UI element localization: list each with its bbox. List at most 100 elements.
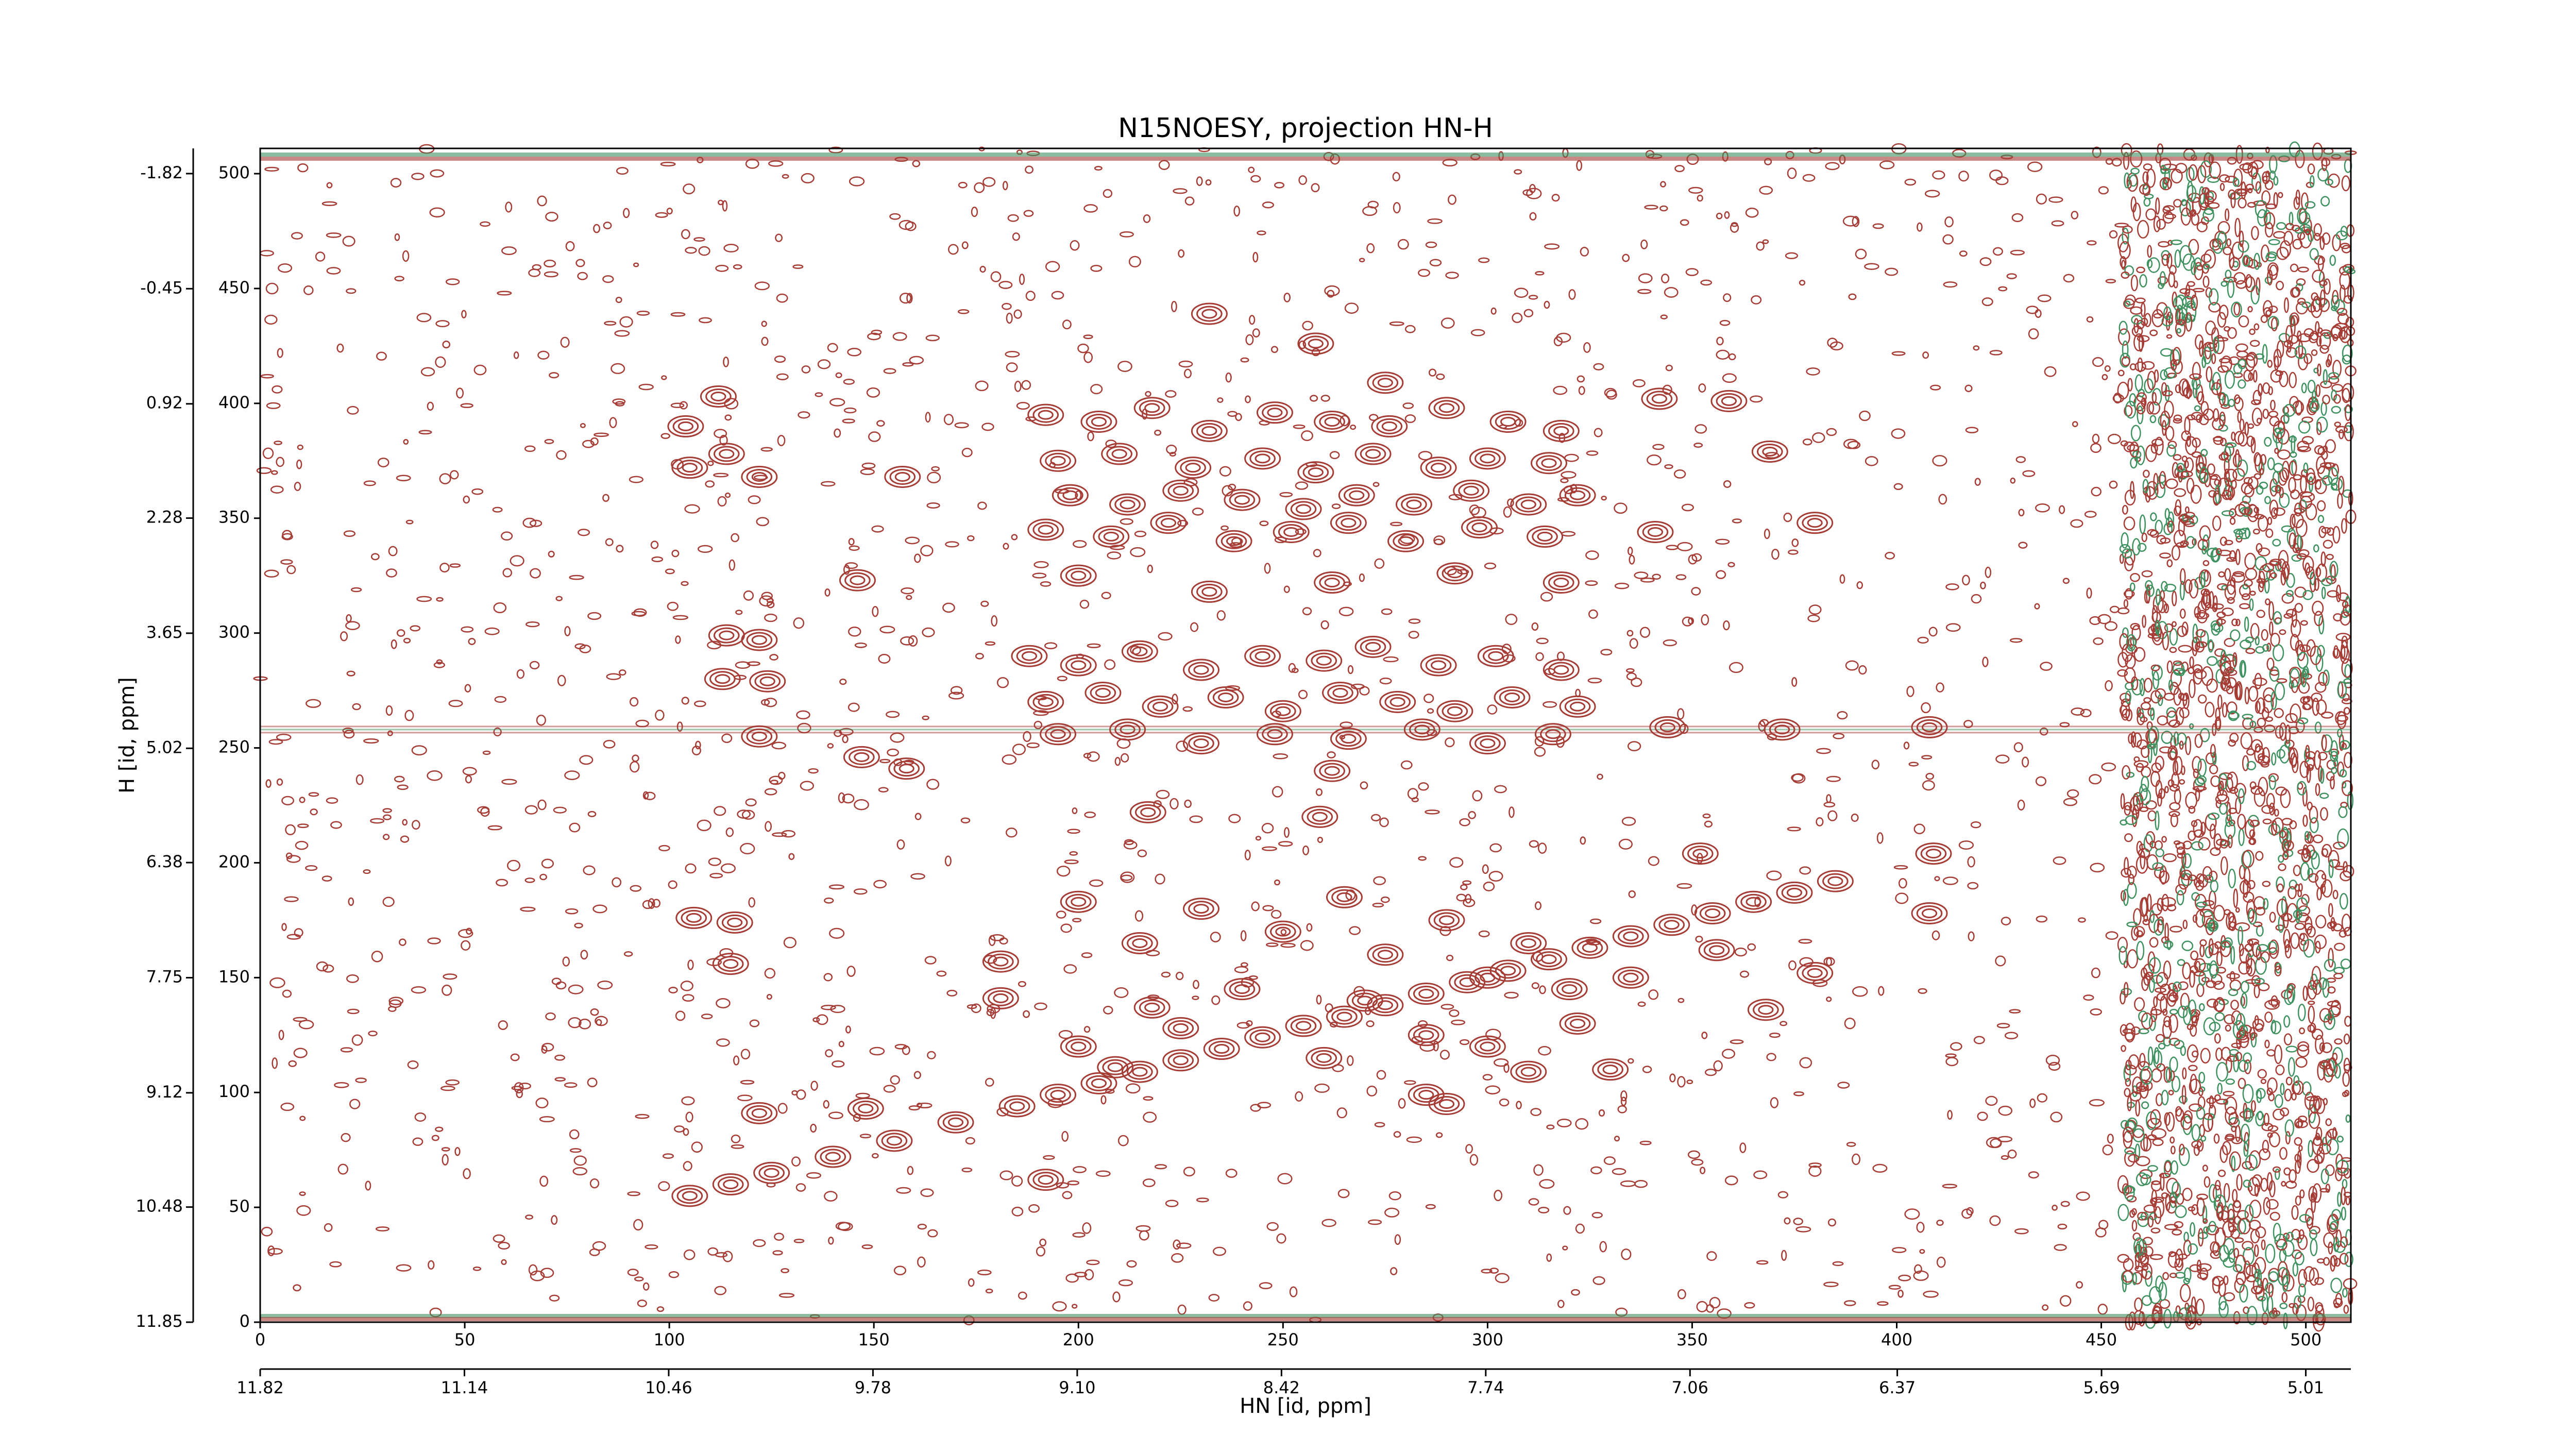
noise-blob	[2269, 499, 2279, 517]
noise-blob	[735, 610, 743, 615]
noise-blob	[927, 1051, 936, 1059]
noise-blob	[1505, 614, 1518, 625]
noise-blob	[2173, 454, 2182, 461]
x-tick-label: 150	[858, 1330, 890, 1349]
noise-blob	[480, 807, 490, 817]
noise-blob	[1482, 1074, 1493, 1081]
x-tick-label: 450	[2086, 1330, 2117, 1349]
noise-blob	[399, 938, 406, 946]
noise-blob	[2251, 399, 2261, 406]
noise-blob	[778, 1293, 795, 1298]
noise-blob	[1392, 172, 1400, 182]
noise-blob	[1012, 232, 1020, 241]
noise-blob	[2267, 1125, 2279, 1132]
noise-blob	[1617, 1105, 1627, 1113]
noise-blob	[1448, 194, 1456, 205]
noise-blob	[349, 1099, 361, 1109]
noise-blob	[1217, 397, 1224, 403]
y2-tick-label: -1.82	[140, 163, 183, 182]
noise-blob	[2216, 1204, 2223, 1220]
noise-blob	[1175, 971, 1184, 981]
noise-blob	[2341, 1206, 2346, 1221]
noise-blob	[602, 494, 609, 502]
noise-blob	[2134, 997, 2145, 1011]
noise-blob	[2151, 309, 2164, 328]
noise-blob	[1931, 930, 1940, 940]
noise-blob	[1964, 384, 1973, 393]
noise-blob	[1425, 809, 1440, 815]
noise-blob	[2254, 1257, 2266, 1275]
noise-blob	[1858, 665, 1867, 675]
noise-blob	[810, 1081, 818, 1091]
noise-blob	[2039, 727, 2048, 736]
noise-blob	[2243, 1142, 2249, 1157]
noise-blob	[1981, 297, 1993, 307]
noise-blob	[2298, 1229, 2304, 1240]
noise-blob	[2071, 211, 2079, 220]
noise-blob	[524, 445, 536, 452]
noise-blob	[465, 775, 472, 784]
noise-blob	[2344, 752, 2352, 768]
noise-blob	[2071, 707, 2085, 716]
noise-blob	[1192, 508, 1204, 516]
noise-blob	[1639, 627, 1650, 638]
noise-blob	[2297, 1003, 2306, 1021]
noise-blob	[2170, 1145, 2176, 1155]
noise-blob	[1293, 424, 1306, 429]
noise-blob	[2210, 1250, 2222, 1259]
noise-blob	[634, 1276, 644, 1281]
noise-blob	[769, 654, 778, 661]
noise-blob	[945, 541, 959, 548]
noise-blob	[526, 621, 540, 628]
noise-blob	[1366, 1085, 1378, 1096]
noise-blob	[1620, 1096, 1627, 1106]
noise-blob	[1350, 424, 1357, 430]
noise-blob	[1084, 811, 1096, 818]
noise-blob	[1227, 411, 1238, 417]
noise-blob	[2305, 745, 2310, 757]
noise-blob	[1826, 775, 1841, 782]
noise-blob	[1872, 223, 1884, 229]
noise-blob	[1119, 231, 1134, 238]
noise-blob	[1528, 1198, 1539, 1206]
noise-blob	[2342, 1288, 2348, 1298]
noise-blob	[278, 263, 293, 273]
noise-blob	[1261, 823, 1274, 834]
noise-blob	[458, 929, 473, 938]
noise-blob	[612, 877, 622, 888]
noise-blob	[1599, 1241, 1607, 1253]
noise-blob	[1390, 521, 1403, 527]
noise-blob	[1373, 876, 1386, 885]
noise-blob	[376, 351, 387, 361]
noise-blob	[2155, 197, 2160, 215]
noise-blob	[2175, 842, 2185, 850]
x-tick-label: 200	[1063, 1330, 1094, 1349]
noise-blob	[2001, 917, 2011, 925]
noise-blob	[602, 275, 614, 283]
noise-blob	[337, 1163, 349, 1175]
noise-blob	[823, 1100, 829, 1109]
noise-blob	[2220, 437, 2227, 446]
noise-blob	[2228, 988, 2239, 997]
noise-blob	[828, 1237, 834, 1245]
noise-blob	[471, 488, 484, 495]
noise-blob	[286, 934, 301, 940]
noise-blob	[1891, 351, 1906, 356]
noise-blob	[2289, 666, 2301, 679]
noise-blob	[340, 1047, 353, 1053]
noise-blob	[2213, 1133, 2220, 1144]
noise-blob	[2243, 256, 2249, 265]
noise-blob	[1457, 569, 1469, 575]
noise-blob	[551, 1215, 558, 1225]
noise-blob	[2299, 1214, 2311, 1223]
noise-blob	[1806, 367, 1820, 376]
noise-blob	[697, 545, 713, 553]
noise-blob	[2328, 748, 2340, 757]
noise-blob	[282, 989, 292, 998]
noise-blob	[1397, 239, 1409, 250]
noise-blob	[2172, 1229, 2182, 1236]
noise-blob	[1921, 702, 1931, 714]
noise-blob	[2279, 1147, 2287, 1160]
noise-blob	[944, 855, 952, 867]
noise-blob	[1072, 918, 1082, 923]
